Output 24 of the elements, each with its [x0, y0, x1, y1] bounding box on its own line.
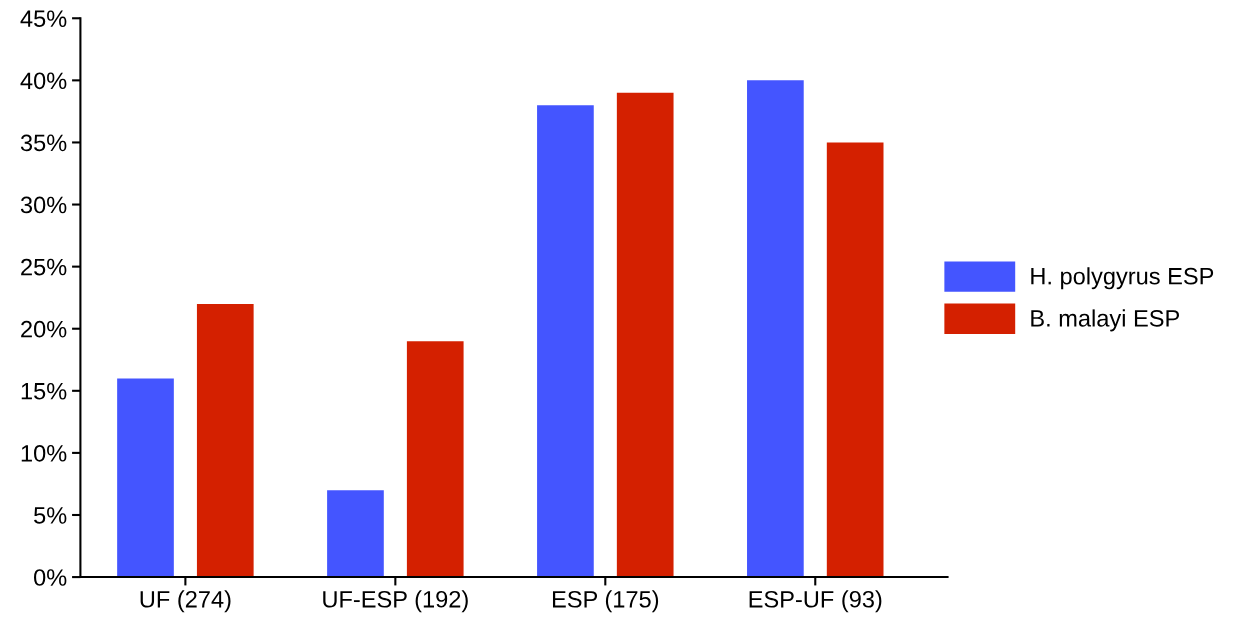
y-tick-label: 25% — [21, 258, 67, 276]
x-tick-label: ESP (175) — [552, 590, 659, 613]
bar — [537, 105, 594, 578]
bar — [616, 92, 674, 578]
bar — [747, 80, 804, 578]
bar — [406, 341, 464, 578]
bar — [826, 142, 884, 578]
bar — [327, 490, 384, 578]
y-tick-label: 45% — [20, 10, 67, 28]
y-tick-label: 10% — [21, 444, 67, 462]
y-tick-label: 20% — [21, 320, 67, 338]
y-tick-label: 30% — [20, 196, 67, 214]
bar — [196, 303, 254, 578]
y-tick-label: 40% — [20, 72, 67, 90]
x-tick-label: ESP-UF (93) — [749, 590, 882, 613]
legend-label: B. malayi ESP — [1031, 309, 1180, 332]
y-tick-label: 35% — [20, 134, 67, 152]
bar — [117, 378, 174, 578]
y-tick-label: 5% — [34, 507, 67, 524]
legend-label: H. polygyrus ESP — [1031, 267, 1214, 290]
y-tick-label: 0% — [34, 569, 67, 586]
x-tick-label: UF (274) — [140, 590, 231, 613]
y-tick-label: 15% — [21, 382, 67, 400]
x-tick-label: UF-ESP (192) — [323, 590, 468, 613]
